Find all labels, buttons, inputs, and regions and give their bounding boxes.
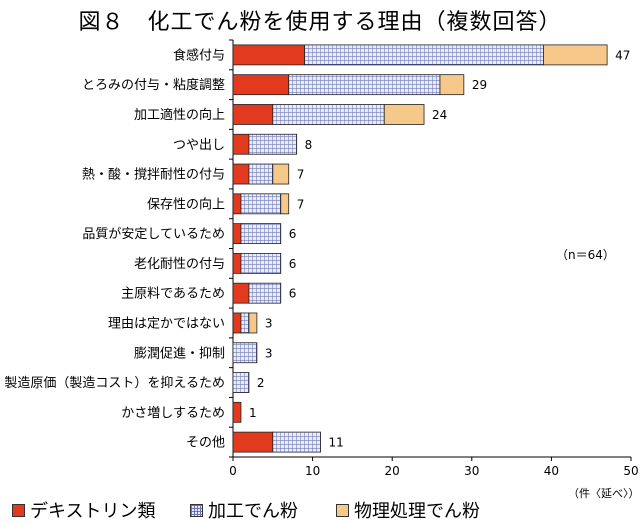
bar-modified-starch: [240, 223, 282, 245]
category-label: とろみの付与・粘度調整: [82, 77, 225, 93]
legend-swatch-modified-starch: [190, 503, 203, 517]
chart-title: 図８ 化工でん粉を使用する理由（複数回答）: [78, 10, 562, 35]
x-tick-label: 20: [385, 464, 400, 478]
bar-physical-starch: [280, 193, 290, 215]
legend: デキストリン類 加工でん粉 物理処理でん粉: [0, 495, 640, 523]
bar-modified-starch: [288, 74, 441, 96]
bar-total-label: 47: [615, 48, 630, 62]
category-label: 熱・酸・撹拌耐性の付与: [82, 168, 225, 183]
x-tick-label: 10: [305, 464, 320, 478]
bar-modified-starch: [248, 133, 298, 155]
x-tick-label: 50: [623, 464, 638, 478]
category-label: 製造原価（製造コスト）を抑えるため: [4, 376, 225, 391]
bar-dextrin: [232, 163, 250, 185]
bar-modified-starch: [240, 193, 282, 215]
category-label: 理由は定かではない: [108, 316, 225, 331]
bar-total-label: 1: [249, 406, 257, 420]
legend-label-modified-starch: 加工でん粉: [208, 501, 298, 522]
bar-dextrin: [232, 74, 290, 96]
bar-modified-starch: [248, 163, 274, 185]
bar-dextrin: [232, 401, 242, 423]
bar-total-label: 29: [472, 78, 487, 92]
bar-total-label: 6: [289, 227, 297, 241]
bar-total-label: 3: [265, 316, 273, 330]
bar-dextrin: [232, 193, 242, 215]
bar-modified-starch: [232, 342, 258, 364]
bar-modified-starch: [304, 44, 544, 66]
bar-dextrin: [232, 223, 242, 245]
category-label: 老化耐性の付与: [134, 257, 225, 272]
category-label: かさ増しするため: [121, 406, 225, 421]
bar-modified-starch: [272, 431, 321, 453]
bar-physical-starch: [248, 312, 258, 334]
bar-total-label: 24: [432, 108, 447, 122]
bar-total-label: 8: [305, 138, 313, 152]
bar-dextrin: [232, 431, 274, 453]
legend-item-modified-starch: 加工でん粉: [190, 497, 298, 523]
legend-label-physical-starch: 物理処理でん粉: [354, 501, 480, 522]
bar-dextrin: [232, 252, 242, 274]
legend-swatch-dextrin: [12, 503, 25, 517]
bar-total-label: 3: [265, 346, 273, 360]
x-tick-label: 40: [544, 464, 559, 478]
category-label: 品質が安定しているため: [82, 227, 225, 242]
category-label: 加工適性の向上: [134, 107, 225, 123]
category-label: 保存性の向上: [147, 196, 225, 212]
bar-total-label: 6: [289, 287, 297, 301]
bar-modified-starch: [232, 372, 250, 393]
bar-physical-starch: [543, 44, 608, 66]
bar-modified-starch: [248, 282, 282, 304]
bar-total-label: 2: [257, 376, 265, 390]
legend-label-dextrin: デキストリン類: [30, 501, 156, 522]
category-label: 膨潤促進・抑制: [134, 346, 225, 361]
bar-total-label: 7: [297, 168, 305, 182]
category-label: つや出し: [173, 138, 225, 153]
bar-modified-starch: [272, 104, 385, 125]
bar-dextrin: [232, 44, 306, 66]
bar-modified-starch: [240, 312, 250, 334]
bar-physical-starch: [383, 104, 425, 125]
category-label: その他: [186, 436, 225, 451]
bar-dextrin: [232, 104, 274, 125]
legend-item-physical-starch: 物理処理でん粉: [336, 497, 480, 523]
x-tick-label: 0: [229, 464, 237, 478]
legend-item-dextrin: デキストリン類: [12, 497, 155, 523]
bar-total-label: 11: [329, 436, 344, 450]
bar-total-label: 7: [297, 197, 305, 211]
category-label: 食感付与: [173, 47, 225, 63]
category-label: 主原料であるため: [121, 287, 225, 302]
legend-swatch-physical-starch: [336, 503, 349, 517]
sample-size-annotation: （n＝64）: [556, 248, 615, 262]
x-axis-unit-label: （件〈延べ〉）: [568, 487, 640, 500]
x-tick-label: 30: [464, 464, 479, 478]
bar-dextrin: [232, 133, 250, 155]
bar-total-label: 6: [289, 257, 297, 271]
bar-dextrin: [232, 312, 242, 334]
bar-physical-starch: [272, 163, 290, 185]
bar-modified-starch: [240, 252, 282, 274]
bar-physical-starch: [439, 74, 465, 96]
bar-dextrin: [232, 282, 250, 304]
